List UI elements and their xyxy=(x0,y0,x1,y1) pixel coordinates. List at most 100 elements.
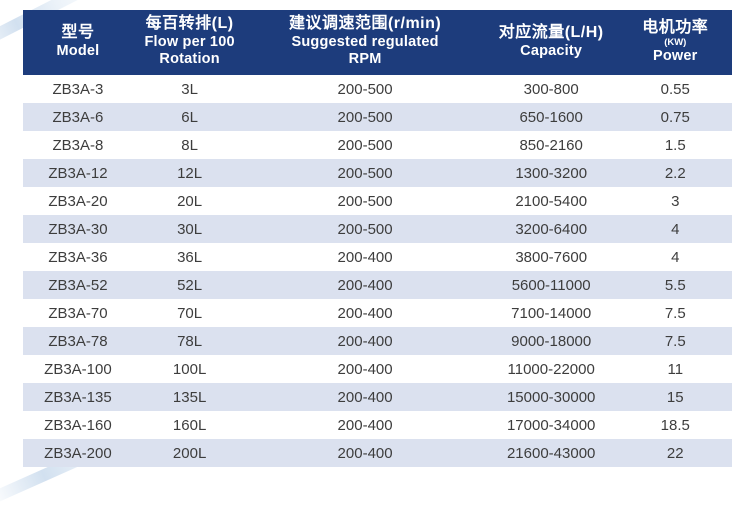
cell-power: 4 xyxy=(618,243,732,271)
cell-flow: 20L xyxy=(132,187,247,215)
cell-capacity: 21600-43000 xyxy=(483,439,619,467)
header-rpm-en: Suggested regulated xyxy=(291,34,439,51)
cell-rpm: 200-400 xyxy=(246,439,484,467)
table-body: ZB3A-3 3L 200-500 300-800 0.55 ZB3A-6 6L 200-50… xyxy=(23,75,732,467)
table-row: ZB3A-52 52L 200-400 5600-11000 5.5 xyxy=(23,271,732,299)
cell-rpm: 200-500 xyxy=(246,75,484,103)
cell-flow: 30L xyxy=(132,215,247,243)
table-row: ZB3A-30 30L 200-500 3200-6400 4 xyxy=(23,215,732,243)
cell-capacity: 9000-18000 xyxy=(483,327,619,355)
header-capacity-zh: 对应流量(L/H) xyxy=(498,24,604,41)
cell-capacity: 850-2160 xyxy=(483,131,619,159)
header-row: 型号 Model 每百转排(L) Flow per 100 Rotation 建… xyxy=(23,10,732,75)
table-row: ZB3A-100 100L 200-400 11000-22000 11 xyxy=(23,355,732,383)
cell-power: 4 xyxy=(618,215,732,243)
table-row: ZB3A-78 78L 200-400 9000-18000 7.5 xyxy=(23,327,732,355)
cell-flow: 160L xyxy=(132,411,247,439)
cell-capacity: 2100-5400 xyxy=(483,187,619,215)
cell-rpm: 200-400 xyxy=(246,243,484,271)
cell-model: ZB3A-20 xyxy=(23,187,133,215)
header-capacity-en: Capacity xyxy=(520,42,583,59)
table-row: ZB3A-3 3L 200-500 300-800 0.55 xyxy=(23,75,732,103)
cell-flow: 100L xyxy=(132,355,247,383)
cell-model: ZB3A-36 xyxy=(23,243,133,271)
cell-flow: 3L xyxy=(132,75,247,103)
table-header: 型号 Model 每百转排(L) Flow per 100 Rotation 建… xyxy=(23,10,732,75)
cell-model: ZB3A-160 xyxy=(23,411,133,439)
header-power-zh: 电机功率 xyxy=(642,19,709,37)
cell-flow: 70L xyxy=(132,299,247,327)
cell-rpm: 200-500 xyxy=(246,187,484,215)
cell-power: 11 xyxy=(618,355,732,383)
cell-power: 2.2 xyxy=(618,159,732,187)
cell-rpm: 200-400 xyxy=(246,271,484,299)
cell-flow: 6L xyxy=(132,103,247,131)
cell-capacity: 650-1600 xyxy=(483,103,619,131)
cell-rpm: 200-400 xyxy=(246,355,484,383)
cell-power: 22 xyxy=(618,439,732,467)
cell-rpm: 200-500 xyxy=(246,131,484,159)
cell-power: 0.55 xyxy=(618,75,732,103)
header-flow-zh: 每百转排(L) xyxy=(145,15,234,33)
header-model: 型号 Model xyxy=(23,10,133,75)
cell-model: ZB3A-6 xyxy=(23,103,133,131)
cell-capacity: 5600-11000 xyxy=(483,271,619,299)
header-power-unit: (KW) xyxy=(664,37,687,49)
cell-rpm: 200-500 xyxy=(246,215,484,243)
table-row: ZB3A-36 36L 200-400 3800-7600 4 xyxy=(23,243,732,271)
cell-model: ZB3A-12 xyxy=(23,159,133,187)
header-rpm-zh: 建议调速范围(r/min) xyxy=(288,15,442,33)
cell-model: ZB3A-100 xyxy=(23,355,133,383)
header-flow-en2: Rotation xyxy=(159,51,220,68)
cell-power: 15 xyxy=(618,383,732,411)
cell-power: 7.5 xyxy=(618,299,732,327)
cell-model: ZB3A-70 xyxy=(23,299,133,327)
cell-model: ZB3A-52 xyxy=(23,271,133,299)
cell-model: ZB3A-30 xyxy=(23,215,133,243)
cell-model: ZB3A-200 xyxy=(23,439,133,467)
cell-rpm: 200-500 xyxy=(246,159,484,187)
cell-model: ZB3A-78 xyxy=(23,327,133,355)
cell-capacity: 11000-22000 xyxy=(483,355,619,383)
table-row: ZB3A-160 160L 200-400 17000-34000 18.5 xyxy=(23,411,732,439)
cell-flow: 52L xyxy=(132,271,247,299)
cell-capacity: 15000-30000 xyxy=(483,383,619,411)
header-flow: 每百转排(L) Flow per 100 Rotation xyxy=(132,10,247,75)
cell-flow: 135L xyxy=(132,383,247,411)
table-row: ZB3A-135 135L 200-400 15000-30000 15 xyxy=(23,383,732,411)
cell-capacity: 17000-34000 xyxy=(483,411,619,439)
cell-power: 0.75 xyxy=(618,103,732,131)
cell-model: ZB3A-135 xyxy=(23,383,133,411)
header-model-en: Model xyxy=(56,42,100,59)
cell-capacity: 3200-6400 xyxy=(483,215,619,243)
cell-flow: 36L xyxy=(132,243,247,271)
header-capacity: 对应流量(L/H) Capacity xyxy=(483,10,619,75)
header-model-zh: 型号 xyxy=(61,24,95,41)
cell-model: ZB3A-3 xyxy=(23,75,133,103)
cell-flow: 8L xyxy=(132,131,247,159)
table-row: ZB3A-200 200L 200-400 21600-43000 22 xyxy=(23,439,732,467)
pump-spec-table: 型号 Model 每百转排(L) Flow per 100 Rotation 建… xyxy=(23,10,732,467)
cell-model: ZB3A-8 xyxy=(23,131,133,159)
cell-rpm: 200-400 xyxy=(246,383,484,411)
cell-rpm: 200-400 xyxy=(246,411,484,439)
table-row: ZB3A-8 8L 200-500 850-2160 1.5 xyxy=(23,131,732,159)
header-flow-en: Flow per 100 xyxy=(144,34,235,51)
header-power-en: Power xyxy=(653,47,698,64)
table-row: ZB3A-70 70L 200-400 7100-14000 7.5 xyxy=(23,299,732,327)
cell-capacity: 7100-14000 xyxy=(483,299,619,327)
cell-rpm: 200-500 xyxy=(246,103,484,131)
header-rpm: 建议调速范围(r/min) Suggested regulated RPM xyxy=(246,10,484,75)
header-rpm-en2: RPM xyxy=(348,51,382,68)
cell-capacity: 3800-7600 xyxy=(483,243,619,271)
cell-power: 18.5 xyxy=(618,411,732,439)
cell-flow: 200L xyxy=(132,439,247,467)
cell-power: 3 xyxy=(618,187,732,215)
table-row: ZB3A-12 12L 200-500 1300-3200 2.2 xyxy=(23,159,732,187)
cell-capacity: 1300-3200 xyxy=(483,159,619,187)
cell-power: 5.5 xyxy=(618,271,732,299)
table-row: ZB3A-6 6L 200-500 650-1600 0.75 xyxy=(23,103,732,131)
cell-capacity: 300-800 xyxy=(483,75,619,103)
cell-flow: 78L xyxy=(132,327,247,355)
cell-rpm: 200-400 xyxy=(246,299,484,327)
